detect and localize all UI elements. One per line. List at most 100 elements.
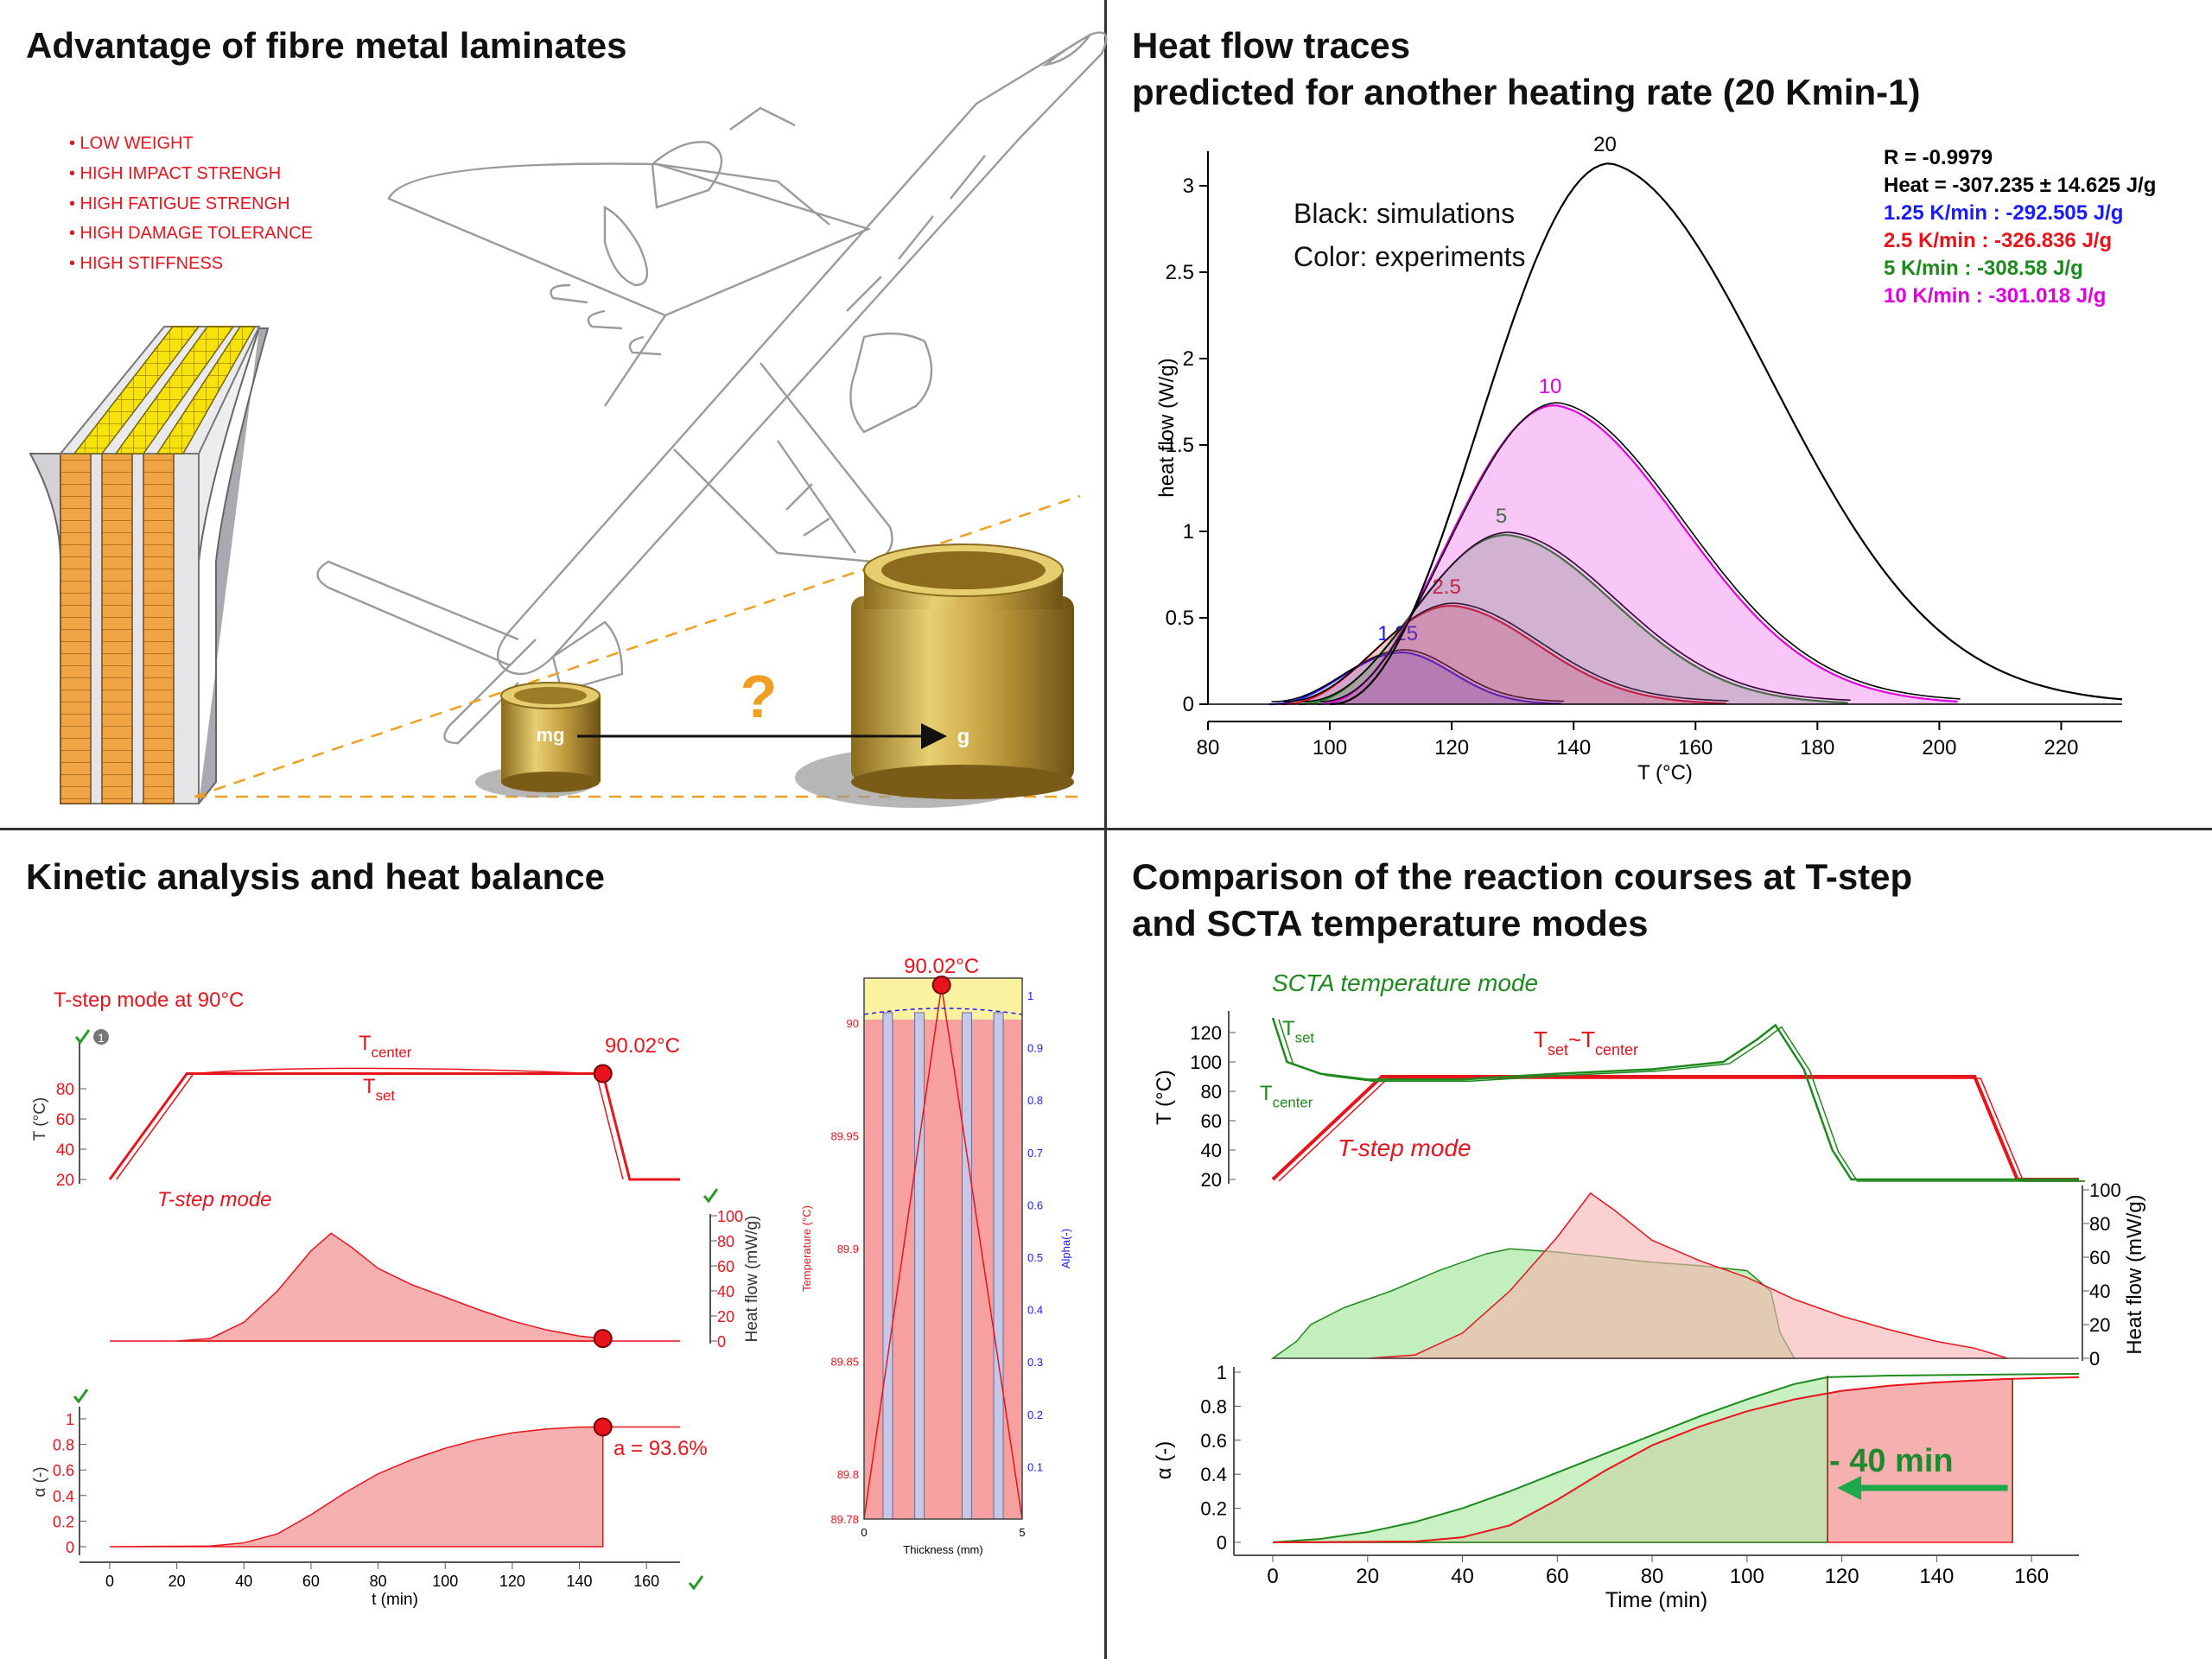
- check-icon: [73, 1389, 89, 1404]
- large-weight-label: g: [957, 725, 970, 748]
- series-area-10: [1317, 405, 1958, 704]
- tset-tcenter-label: Tset~Tcenter: [1534, 1027, 1638, 1058]
- cmp-alpha-y-title: α (-): [1153, 1441, 1176, 1480]
- temp-y-title: T (°C): [31, 1097, 49, 1141]
- alpha-tick-label: 0.6: [53, 1462, 74, 1479]
- y-axis-title: heat flow (W/g): [1155, 358, 1179, 497]
- cmp-alpha-x-tick-label: 60: [1546, 1565, 1569, 1588]
- cmp-alpha-tick-label: 0.6: [1200, 1430, 1227, 1452]
- heat-flow-chart: 0 0.5 1 1.5 2 2.5 3 80 100 120 140 160 180 200 220 T (°…: [1155, 133, 2156, 785]
- x-tick-label: 220: [2044, 736, 2078, 760]
- laminate-illustration: [29, 326, 270, 804]
- counter-badge-label: 1: [98, 1031, 105, 1045]
- cmp-alpha-tick-label: 1: [1217, 1362, 1227, 1383]
- annotation-experiments: Color: experiments: [1294, 241, 1526, 272]
- series-line-20: [1330, 162, 2123, 706]
- counter-badge: [93, 1029, 109, 1045]
- cmp-alpha-area-SCTA: [1272, 1376, 1828, 1543]
- x-tick-label: 160: [1678, 736, 1713, 760]
- series-area-2.5: [1281, 606, 1726, 704]
- title-comparison: Comparison of the reaction courses at T-…: [1132, 856, 1913, 897]
- cmp-temp-line-T-step: [1271, 1075, 2079, 1181]
- cmp-alpha-line-T-step: [1272, 1376, 2080, 1543]
- cmp-temp-tick-label: 40: [1201, 1140, 1222, 1161]
- temp-point-label: 90.02°C: [605, 1034, 680, 1058]
- alpha-profile: [863, 1007, 1023, 1015]
- tstep-stacked-charts: 20 40 60 80 T (°C) T-step mode at 90°C Tcenter…: [31, 988, 761, 1609]
- temp-tick-label: 90: [847, 1017, 859, 1030]
- alpha-tick-label: 0.2: [1027, 1408, 1043, 1421]
- cmp-alpha-x-tick-label: 160: [2014, 1565, 2049, 1588]
- cmp-heatflow-tick-label: 80: [2089, 1213, 2110, 1235]
- simulation-line-10: [1319, 402, 1961, 702]
- alpha-x-tick-label: 160: [633, 1573, 659, 1590]
- subtitle-comparison: and SCTA temperature modes: [1132, 903, 1649, 944]
- temp-tick-label: 89.78: [830, 1513, 859, 1526]
- cmp-tcenter-label: Tcenter: [1260, 1082, 1313, 1110]
- x-tick-label: 80: [1197, 736, 1220, 760]
- cmp-alpha-tick-label: 0: [1217, 1532, 1227, 1554]
- series-label-10: 10: [1539, 375, 1562, 398]
- series-label-2.5: 2.5: [1432, 575, 1460, 599]
- horizontal-divider: [0, 828, 2212, 830]
- alpha-tick-label: 0.7: [1027, 1147, 1043, 1160]
- x-tick-label: 180: [1800, 736, 1834, 760]
- cmp-temp-tick-label: 80: [1201, 1081, 1222, 1103]
- top-label: 90.02°C: [904, 955, 979, 978]
- alpha-tick-label: 0.6: [1027, 1198, 1043, 1211]
- cmp-heatflow-y-title: Heat flow (mW/g): [2123, 1194, 2146, 1354]
- tcenter-label: Tcenter: [359, 1032, 412, 1060]
- x-axis-title: T (°C): [1637, 761, 1693, 785]
- cmp-heatflow-tick-label: 100: [2089, 1179, 2121, 1201]
- temp-tick-label: 89.8: [837, 1468, 859, 1481]
- series-line-10: [1317, 404, 1958, 706]
- gain-arrow-head: [1837, 1476, 1862, 1500]
- title-heat-flow-traces: Heat flow traces: [1132, 25, 1411, 66]
- tstep-mode-label: T-step mode: [1338, 1135, 1471, 1161]
- thickness-y2-title: Alpha(-): [1059, 1229, 1072, 1268]
- alpha-tick-label: 1: [66, 1411, 74, 1428]
- simulation-line-1.25: [1271, 649, 1565, 702]
- simulation-line-2.5: [1283, 602, 1729, 702]
- cmp-alpha-tick-label: 0.2: [1200, 1498, 1227, 1520]
- tset-label: Tset: [363, 1075, 395, 1103]
- advantage-impact-strength: • HIGH IMPACT STRENGH: [69, 164, 281, 183]
- thickness-y-title: Temperature (°C): [800, 1205, 813, 1292]
- advantage-low-weight: • LOW WEIGHT: [69, 134, 194, 153]
- thickness-profile-chart: 89.78 89.8 89.85 89.9 89.95 90 0.1 0.2 0.3 0.4 0.5…: [800, 955, 1072, 1556]
- tcenter-line: [116, 1067, 624, 1180]
- y-tick-label: 2.5: [1166, 261, 1194, 284]
- cmp-alpha-x-tick-label: 20: [1356, 1565, 1379, 1588]
- y-tick-label: 1.5: [1166, 434, 1194, 457]
- cmp-heatflow-tick-label: 40: [2089, 1281, 2110, 1302]
- series-label-20: 20: [1593, 133, 1617, 156]
- small-weight-label: mg: [537, 724, 565, 746]
- thickness-x-title: Thickness (mm): [903, 1543, 982, 1556]
- cmp-tset-label: Tset: [1282, 1017, 1314, 1046]
- cmp-heatflow-tick-label: 60: [2089, 1247, 2110, 1268]
- gain-label: - 40 min: [1829, 1443, 1954, 1479]
- heatflow-area: [176, 1232, 604, 1342]
- temp-tick-label: 89.9: [837, 1243, 859, 1255]
- alpha-x-tick-label: 100: [432, 1573, 458, 1590]
- heatflow-marker: [593, 1329, 613, 1349]
- cmp-temp-y-title: T (°C): [1153, 1070, 1176, 1125]
- alpha-x-title: t (min): [372, 1591, 418, 1609]
- temp-tick-label: 40: [56, 1141, 74, 1160]
- thickness-tick-label: 0: [861, 1526, 867, 1539]
- alpha-x-tick-label: 40: [235, 1573, 252, 1590]
- stat-line: 2.5 K/min : -326.836 J/g: [1884, 229, 2112, 252]
- cmp-alpha-x-tick-label: 40: [1451, 1565, 1474, 1588]
- alpha-x-tick-label: 60: [302, 1573, 320, 1590]
- alpha-x-tick-label: 0: [105, 1573, 114, 1590]
- top-marker: [931, 976, 951, 995]
- cmp-temp-line-SCTA: [1271, 1017, 2079, 1181]
- cmp-temp-tick-label: 60: [1201, 1110, 1222, 1132]
- cmp-heatflow-area-T-step: [1367, 1192, 2008, 1359]
- metal-layer: [882, 1012, 893, 1520]
- alpha-x-tick-label: 120: [499, 1573, 525, 1590]
- temp-marker: [593, 1064, 613, 1084]
- alpha-tick-label: 0: [66, 1539, 74, 1556]
